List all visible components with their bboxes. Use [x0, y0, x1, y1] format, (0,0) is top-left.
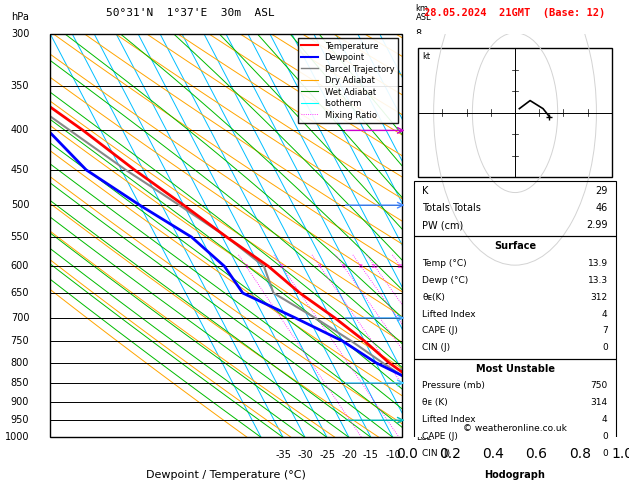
Text: -20: -20	[341, 450, 357, 459]
Bar	[414, 465, 616, 486]
Text: CAPE (J): CAPE (J)	[423, 432, 459, 441]
Text: 15: 15	[397, 264, 404, 269]
Text: 312: 312	[591, 293, 608, 302]
Text: -25: -25	[319, 450, 335, 459]
Text: 4: 4	[416, 261, 422, 271]
Text: © weatheronline.co.uk: © weatheronline.co.uk	[463, 424, 567, 434]
Text: 2.99: 2.99	[586, 220, 608, 230]
Text: Dewp (°C): Dewp (°C)	[423, 276, 469, 285]
Text: K: K	[423, 187, 429, 196]
Text: 600: 600	[11, 261, 29, 271]
Text: PW (cm): PW (cm)	[423, 220, 464, 230]
Text: -15: -15	[363, 450, 379, 459]
Bar	[414, 236, 616, 359]
Text: km
ASL: km ASL	[416, 4, 431, 22]
Text: 0: 0	[602, 344, 608, 352]
Text: LCL: LCL	[416, 433, 431, 442]
Text: 750: 750	[591, 382, 608, 390]
Text: hPa: hPa	[11, 12, 29, 22]
Text: Surface: Surface	[494, 241, 536, 251]
Text: Lifted Index: Lifted Index	[423, 310, 476, 318]
Text: 750: 750	[11, 336, 29, 346]
Text: 300: 300	[11, 29, 29, 39]
Bar	[414, 181, 616, 236]
Text: 850: 850	[11, 378, 29, 388]
Text: Lifted Index: Lifted Index	[423, 415, 476, 424]
Text: 4: 4	[602, 310, 608, 318]
Text: 6: 6	[416, 200, 422, 210]
Text: 450: 450	[11, 165, 29, 175]
Text: 650: 650	[11, 288, 29, 298]
Text: 13.3: 13.3	[587, 276, 608, 285]
Text: 28.05.2024  21GMT  (Base: 12): 28.05.2024 21GMT (Base: 12)	[425, 8, 606, 18]
Text: 3: 3	[416, 313, 422, 323]
Text: 900: 900	[11, 397, 29, 407]
Text: θᴇ(K): θᴇ(K)	[423, 293, 445, 302]
Text: 400: 400	[11, 125, 29, 136]
Text: CIN (J): CIN (J)	[423, 344, 450, 352]
Text: 2: 2	[280, 264, 284, 269]
Text: 13.9: 13.9	[587, 259, 608, 268]
Text: 2: 2	[416, 358, 422, 367]
Text: 50°31'N  1°37'E  30m  ASL: 50°31'N 1°37'E 30m ASL	[106, 8, 276, 18]
Text: 4: 4	[318, 264, 322, 269]
Text: 500: 500	[11, 200, 29, 210]
Text: Temp (°C): Temp (°C)	[423, 259, 467, 268]
Text: 314: 314	[591, 399, 608, 407]
Text: 8: 8	[416, 29, 422, 39]
Text: kt: kt	[423, 52, 431, 61]
Text: 5: 5	[416, 232, 422, 242]
Text: 800: 800	[11, 358, 29, 367]
Text: 0: 0	[602, 432, 608, 441]
Text: -10: -10	[385, 450, 401, 459]
Text: 550: 550	[11, 232, 29, 242]
Text: 4: 4	[602, 415, 608, 424]
Text: 1: 1	[416, 397, 422, 407]
Text: 950: 950	[11, 415, 29, 425]
Legend: Temperature, Dewpoint, Parcel Trajectory, Dry Adiabat, Wet Adiabat, Isotherm, Mi: Temperature, Dewpoint, Parcel Trajectory…	[298, 38, 398, 123]
Text: 700: 700	[11, 313, 29, 323]
Text: CAPE (J): CAPE (J)	[423, 327, 459, 335]
Text: 0: 0	[602, 449, 608, 458]
Text: Most Unstable: Most Unstable	[476, 364, 555, 374]
Bar	[418, 48, 612, 177]
Bar	[414, 359, 616, 465]
Text: 29: 29	[595, 187, 608, 196]
Text: 1000: 1000	[5, 433, 29, 442]
Text: 350: 350	[11, 81, 29, 91]
Text: 7: 7	[416, 125, 422, 136]
Text: Pressure (mb): Pressure (mb)	[423, 382, 486, 390]
Text: 10: 10	[371, 264, 379, 269]
Text: Totals Totals: Totals Totals	[423, 203, 481, 213]
Text: Dewpoint / Temperature (°C): Dewpoint / Temperature (°C)	[146, 469, 306, 480]
Text: θᴇ (K): θᴇ (K)	[423, 399, 448, 407]
Text: 8: 8	[359, 264, 363, 269]
Text: -35: -35	[275, 450, 291, 459]
Text: 6: 6	[342, 264, 345, 269]
Text: 46: 46	[596, 203, 608, 213]
Text: CIN (J): CIN (J)	[423, 449, 450, 458]
Text: Hodograph: Hodograph	[484, 469, 545, 480]
Text: 7: 7	[602, 327, 608, 335]
Text: -30: -30	[297, 450, 313, 459]
Text: 1: 1	[244, 264, 248, 269]
